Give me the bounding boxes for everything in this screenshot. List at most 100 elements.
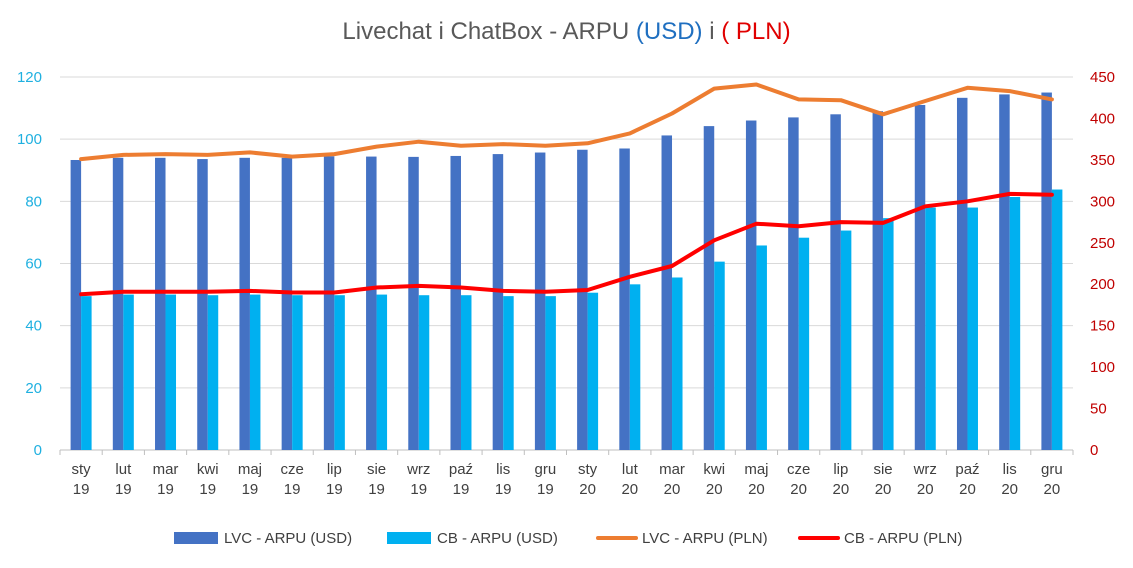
x-tick-label: wrz 20 xyxy=(913,461,937,498)
point-cb-pln xyxy=(291,292,293,294)
point-cb-pln xyxy=(460,287,462,289)
point-cb-pln xyxy=(629,276,631,278)
x-tick-label: sty 19 xyxy=(72,461,92,498)
bar-cb-usd xyxy=(334,295,345,450)
bar-cb-usd xyxy=(376,294,388,450)
point-cb-pln xyxy=(418,285,420,287)
y-right-tick-label: 450 xyxy=(1090,69,1115,86)
title-pln: ( PLN) xyxy=(721,18,791,45)
point-cb-pln xyxy=(249,290,251,292)
line-cb-pln xyxy=(79,191,1054,297)
bar-lvc-usd xyxy=(999,94,1010,450)
x-tick-label: wrz 19 xyxy=(406,461,430,498)
y-right-tick-label: 50 xyxy=(1090,401,1107,418)
point-lvc-pln xyxy=(755,83,757,85)
x-tick-label: paź 19 xyxy=(449,461,473,498)
bar-cb-usd xyxy=(1009,196,1021,450)
bar-lvc-usd xyxy=(450,155,461,450)
x-tick-label: lut 19 xyxy=(115,461,132,498)
bar-cb-usd xyxy=(798,237,810,450)
point-lvc-pln xyxy=(798,98,800,100)
y-left-tick-label: 80 xyxy=(25,193,42,210)
bar-lvc-usd xyxy=(112,157,124,451)
y-right-tick-label: 150 xyxy=(1090,318,1115,335)
bar-cb-usd xyxy=(587,292,599,450)
y-left-tick-label: 0 xyxy=(34,442,42,459)
point-cb-pln xyxy=(924,205,926,207)
point-lvc-pln xyxy=(671,112,673,114)
x-tick-label: cze 19 xyxy=(280,461,303,498)
x-tick-label: sty 20 xyxy=(578,461,598,498)
bar-lvc-usd xyxy=(1041,92,1052,451)
bar-cb-usd xyxy=(165,294,177,450)
legend-label: CB - ARPU (PLN) xyxy=(844,530,962,547)
point-lvc-pln xyxy=(924,100,926,102)
bar-lvc-usd xyxy=(492,154,504,450)
x-tick-label: maj 19 xyxy=(238,461,262,498)
axes: 0 20 40 60 80 100 120 0 50 100 150 200 250 300 350 400 4… xyxy=(17,69,1115,498)
point-lvc-pln xyxy=(165,153,167,155)
bar-cb-usd xyxy=(249,294,261,450)
point-cb-pln xyxy=(80,293,82,295)
point-cb-pln xyxy=(376,287,378,289)
bar-lvc-usd xyxy=(323,156,335,450)
legend-swatch xyxy=(387,532,431,544)
x-tick-label: gru 20 xyxy=(1041,461,1063,498)
y-right-tick-label: 400 xyxy=(1090,110,1115,127)
point-cb-pln xyxy=(755,223,757,225)
y-right-tick-label: 300 xyxy=(1090,193,1115,210)
legend-label: LVC - ARPU (USD) xyxy=(224,530,352,547)
bar-lvc-usd xyxy=(956,97,968,450)
point-lvc-pln xyxy=(122,154,124,156)
point-cb-pln xyxy=(713,239,715,241)
bar-cb-usd xyxy=(81,296,92,450)
bar-lvc-usd xyxy=(281,157,293,451)
y-left-tick-label: 20 xyxy=(25,380,42,397)
point-lvc-pln xyxy=(966,87,968,89)
bar-lvc-usd xyxy=(661,135,673,451)
x-tick-label: lip 20 xyxy=(833,461,850,498)
point-cb-pln xyxy=(502,290,504,292)
bar-cb-usd xyxy=(756,245,767,450)
point-cb-pln xyxy=(671,265,673,267)
x-tick-label: kwi 19 xyxy=(197,461,219,498)
bar-lvc-usd xyxy=(534,152,546,450)
x-tick-label: paź 20 xyxy=(955,461,979,498)
title-usd: (USD) xyxy=(635,18,703,45)
y-left-tick-label: 120 xyxy=(17,69,42,86)
title-middle: i xyxy=(702,18,722,45)
x-tick-label: mar 20 xyxy=(659,461,685,498)
point-cb-pln xyxy=(165,291,167,293)
point-lvc-pln xyxy=(80,158,82,160)
point-lvc-pln xyxy=(249,151,251,153)
y-right-tick-label: 350 xyxy=(1090,152,1115,169)
bar-lvc-usd xyxy=(408,156,419,451)
y-right-tick-label: 100 xyxy=(1090,359,1115,376)
point-lvc-pln xyxy=(629,132,631,134)
point-cb-pln xyxy=(966,200,968,202)
bar-cb-usd xyxy=(925,207,936,450)
bar-cb-usd xyxy=(123,294,134,450)
point-cb-pln xyxy=(122,291,124,293)
bar-lvc-usd xyxy=(872,111,884,451)
legend: LVC - ARPU (USD) CB - ARPU (USD) LVC - ARP… xyxy=(174,530,962,547)
bar-lvc-usd xyxy=(197,159,208,450)
bar-lvc-usd xyxy=(703,126,715,450)
bar-cb-usd xyxy=(418,295,430,450)
bar-cb-usd xyxy=(714,261,725,450)
bar-cb-usd xyxy=(207,295,219,450)
x-tick-label: cze 20 xyxy=(787,461,810,498)
bar-cb-usd xyxy=(292,295,303,450)
point-lvc-pln xyxy=(333,153,335,155)
point-cb-pln xyxy=(207,291,209,293)
point-cb-pln xyxy=(333,292,335,294)
y-left-tick-label: 40 xyxy=(25,318,42,335)
bar-cb-usd xyxy=(503,296,514,450)
bar-lvc-usd xyxy=(914,104,926,450)
bar-cb-usd xyxy=(883,218,894,450)
chart-title: Livechat i ChatBox - ARPU (USD) i ( PLN) xyxy=(0,18,1133,46)
point-lvc-pln xyxy=(418,141,420,143)
line-lvc-pln xyxy=(79,82,1054,162)
point-lvc-pln xyxy=(1051,98,1053,100)
